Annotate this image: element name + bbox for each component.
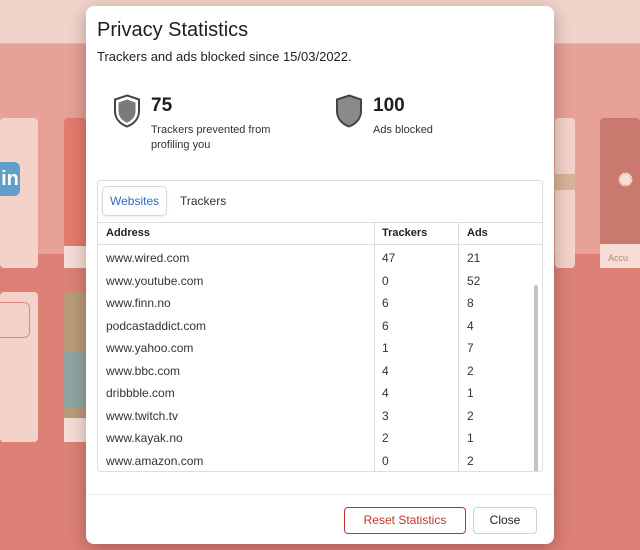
- trackers-label: Trackers prevented from profiling you: [151, 124, 271, 151]
- table-row[interactable]: www.kayak.no 2 1: [98, 427, 542, 450]
- sun-logo-icon: ✺: [618, 170, 634, 190]
- table-row[interactable]: www.youtube.com 0 52: [98, 270, 542, 293]
- cell-ads: 21: [467, 251, 481, 265]
- cell-trackers: 0: [382, 273, 389, 288]
- shield-icon: [336, 94, 362, 128]
- trackers-stat: 75 Trackers prevented from profiling you: [113, 94, 273, 154]
- linkedin-logo-icon: in: [0, 162, 20, 196]
- cell-ads: 8: [467, 296, 474, 310]
- cell-trackers: 3: [382, 408, 389, 423]
- background-tile: [64, 292, 86, 442]
- cell-address: www.yahoo.com: [106, 341, 194, 355]
- reset-statistics-button[interactable]: Reset Statistics: [344, 507, 466, 534]
- background-tile: [64, 118, 86, 268]
- table-scrollbar[interactable]: [534, 285, 538, 471]
- dialog-subtitle: Trackers and ads blocked since 15/03/202…: [97, 49, 352, 64]
- cell-address: podcastaddict.com: [106, 318, 207, 333]
- cell-trackers: 4: [382, 363, 389, 378]
- background-tile: in: [0, 118, 38, 268]
- shield-icon: [114, 94, 140, 128]
- statistics-table: Address Trackers Ads www.wired.com 47 21…: [98, 222, 542, 471]
- background-tile: [555, 118, 575, 268]
- column-header-trackers[interactable]: Trackers: [382, 227, 428, 239]
- cell-trackers: 4: [382, 386, 389, 400]
- table-row[interactable]: www.finn.no 6 8: [98, 292, 542, 315]
- cell-address: www.kayak.no: [106, 431, 183, 445]
- cell-address: www.bbc.com: [106, 363, 181, 378]
- tab-trackers[interactable]: Trackers: [180, 194, 227, 208]
- table-row[interactable]: dribbble.com 4 1: [98, 382, 542, 405]
- background-tile: [0, 292, 38, 442]
- table-row[interactable]: podcastaddict.com 6 4: [98, 315, 542, 338]
- tile-label: Accu: [608, 253, 629, 263]
- cell-ads: 7: [467, 341, 474, 355]
- cell-trackers: 1: [382, 341, 389, 355]
- cell-trackers: 0: [382, 453, 389, 468]
- statistics-panel: Websites Trackers Address Trackers Ads w…: [97, 180, 543, 472]
- illustration-icon: [0, 302, 30, 338]
- ads-stat: 100 Ads blocked: [335, 94, 495, 154]
- column-header-ads[interactable]: Ads: [467, 227, 488, 239]
- cell-trackers: 6: [382, 318, 389, 333]
- cell-trackers: 2: [382, 431, 389, 445]
- table-row[interactable]: www.yahoo.com 1 7: [98, 337, 542, 360]
- cell-ads: 1: [467, 431, 474, 445]
- tab-bar: Websites Trackers: [98, 181, 542, 223]
- cell-address: www.amazon.com: [106, 453, 204, 468]
- cell-address: www.youtube.com: [106, 273, 204, 288]
- cell-ads: 2: [467, 408, 474, 423]
- cell-ads: 2: [467, 453, 474, 468]
- footer-divider: [86, 494, 554, 495]
- cell-ads: 52: [467, 273, 481, 288]
- background-tile: ✺ Accu: [600, 118, 640, 268]
- cell-address: www.twitch.tv: [106, 408, 179, 423]
- ads-count: 100: [373, 95, 405, 116]
- column-header-address[interactable]: Address: [106, 227, 151, 239]
- table-row[interactable]: www.wired.com 47 21: [98, 247, 542, 270]
- tab-websites[interactable]: Websites: [103, 187, 167, 215]
- column-divider: [458, 223, 459, 471]
- privacy-statistics-dialog: Privacy Statistics Trackers and ads bloc…: [86, 6, 554, 544]
- cell-address: www.finn.no: [106, 296, 171, 310]
- table-row[interactable]: www.twitch.tv 3 2: [98, 405, 542, 428]
- dialog-title: Privacy Statistics: [97, 19, 249, 41]
- close-button[interactable]: Close: [473, 507, 537, 534]
- cell-trackers: 6: [382, 296, 389, 310]
- cell-ads: 2: [467, 363, 474, 378]
- cell-ads: 1: [467, 386, 474, 400]
- cell-address: dribbble.com: [106, 386, 175, 400]
- column-divider: [374, 223, 375, 471]
- table-row[interactable]: www.amazon.com 0 2: [98, 450, 542, 472]
- cell-ads: 4: [467, 318, 474, 333]
- cell-trackers: 47: [382, 251, 396, 265]
- table-header: Address Trackers Ads: [98, 223, 542, 245]
- table-row[interactable]: www.bbc.com 4 2: [98, 360, 542, 383]
- cell-address: www.wired.com: [106, 251, 190, 265]
- trackers-count: 75: [151, 95, 173, 116]
- ads-label: Ads blocked: [373, 124, 433, 136]
